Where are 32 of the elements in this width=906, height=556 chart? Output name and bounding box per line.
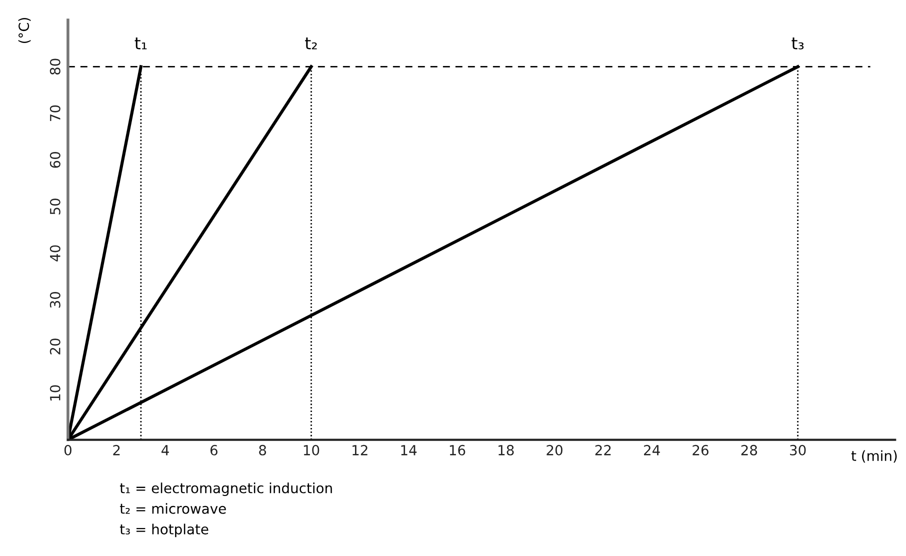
- x-tick-label: 22: [595, 444, 611, 456]
- x-tick-label: 2: [113, 444, 120, 456]
- x-tick-label: 12: [352, 444, 368, 456]
- x-tick-label: 24: [644, 444, 660, 456]
- text: t₃ = hotplate: [120, 524, 208, 538]
- ref-line-label: t₁: [134, 37, 147, 50]
- y-tick-label: 40: [50, 245, 60, 262]
- x-tick-label: 16: [450, 444, 466, 456]
- y-tick-label: 80: [50, 58, 60, 75]
- text: t₂ = microwave: [120, 503, 226, 514]
- y-tick-label: 20: [50, 338, 60, 354]
- ref-line-label: t₂: [305, 37, 317, 50]
- y-tick-label: 50: [50, 198, 60, 214]
- text: t₁ = electromagnetic induction: [120, 482, 332, 496]
- x-tick-label: 26: [692, 444, 708, 456]
- x-tick-label: 28: [741, 444, 758, 456]
- x-tick-label: 18: [498, 444, 514, 456]
- y-tick-label: 70: [50, 105, 60, 121]
- x-tick-label: 30: [790, 444, 806, 456]
- ref-line-label: t₃: [792, 37, 804, 50]
- x-tick-label: 14: [401, 445, 417, 456]
- y-tick-label: 10: [50, 385, 60, 400]
- x-tick-label: 4: [162, 445, 169, 456]
- x-tick-label: 8: [259, 444, 266, 456]
- x-tick-label: 0: [64, 444, 72, 456]
- x-tick-label: 20: [546, 444, 562, 456]
- x-axis-title: t (min): [851, 450, 897, 463]
- x-tick-label: 6: [210, 444, 218, 456]
- y-axis-title: (°C): [18, 18, 31, 44]
- y-tick-label: 60: [50, 152, 60, 168]
- y-tick-label: 30: [50, 292, 60, 308]
- x-tick-label: 10: [304, 444, 320, 456]
